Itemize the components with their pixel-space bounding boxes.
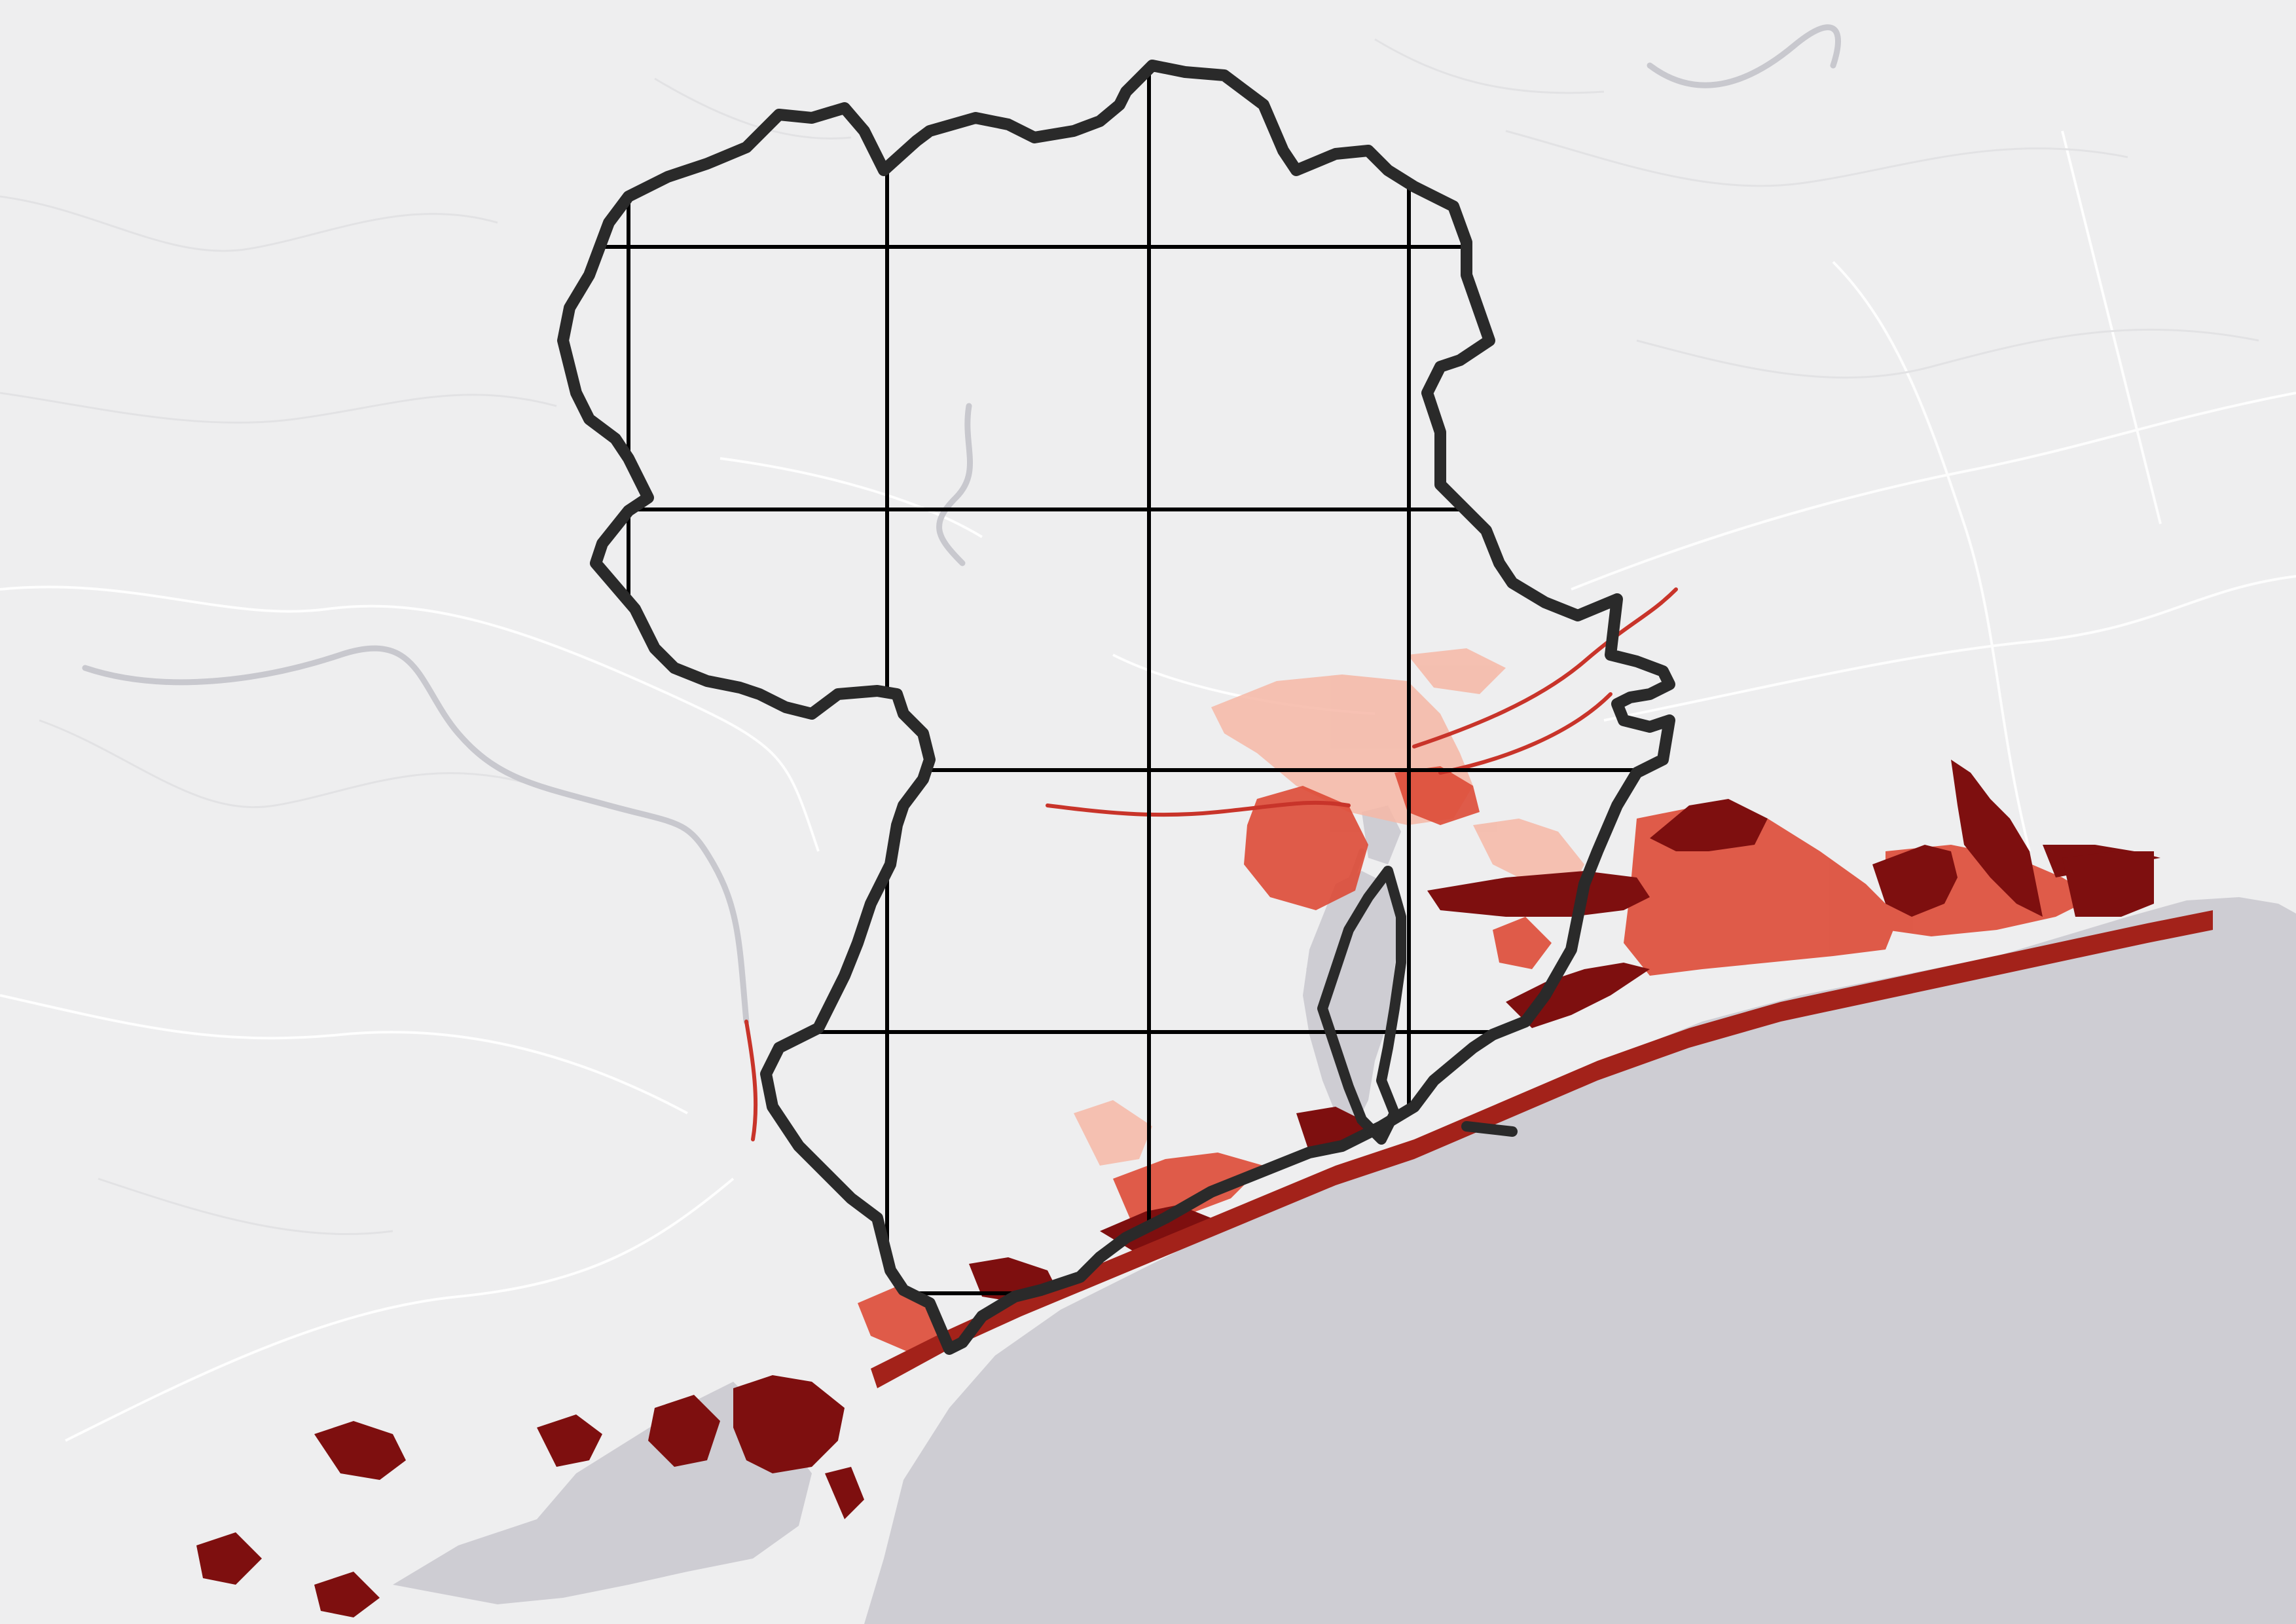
sea-area [864, 897, 2296, 1624]
harbor-water [1303, 871, 1401, 1126]
harbor-boundary [1317, 866, 1406, 1145]
flood-zone-dark [196, 760, 2160, 1617]
terrain-contours [0, 38, 2259, 1235]
flooded-river-corridors [744, 587, 1678, 1141]
study-area-boundary[interactable] [557, 60, 1675, 1355]
road-network [0, 130, 2296, 1442]
breakwater-segment [1461, 1121, 1518, 1137]
